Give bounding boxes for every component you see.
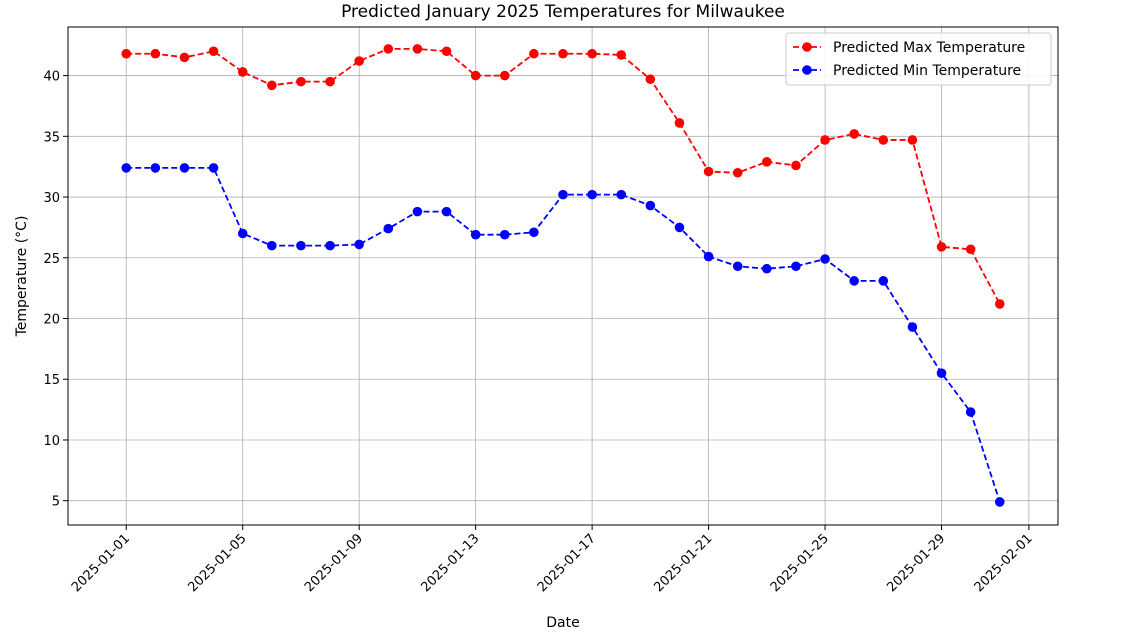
predicted-max-temperature-point (179, 52, 190, 63)
legend-label: Predicted Max Temperature (833, 40, 1025, 56)
x-tick-label: 2025-01-29 (884, 531, 948, 595)
predicted-max-temperature-point (529, 48, 539, 59)
predicted-max-temperature-point (674, 118, 685, 128)
predicted-max-temperature-point (267, 80, 277, 91)
x-axis: 2025-01-01 2025-01-05 2025-01-09 2025-01-13… (69, 525, 1036, 595)
predicted-max-temperature-point (994, 299, 1005, 309)
predicted-min-temperature-point (470, 229, 481, 240)
x-tick-label: 2025-01-13 (418, 531, 482, 595)
predicted-max-temperature-point (237, 67, 248, 77)
predicted-max-temperature-point (907, 135, 918, 145)
predicted-max-temperature-point (121, 48, 132, 59)
y-tick-label: 35 (43, 130, 60, 145)
predicted-min-temperature-point (354, 239, 364, 250)
predicted-max-temperature-point (354, 56, 364, 66)
predicted-min-temperature-point (529, 227, 539, 238)
predicted-max-temperature-point (703, 166, 714, 177)
predicted-min-temperature-point (121, 163, 132, 173)
predicted-max-temperature-point (936, 242, 947, 252)
predicted-min-temperature-point (412, 206, 423, 217)
x-axis-label: Date (546, 615, 579, 631)
y-axis-label: Temperature (°C) (14, 216, 30, 338)
legend: Predicted Max Temperature Predicted Min T… (785, 32, 1052, 86)
y-tick-label: 5 (52, 495, 60, 510)
x-tick-label: 2025-01-21 (651, 531, 715, 595)
x-tick-label: 2025-01-05 (185, 531, 249, 595)
predicted-min-temperature-point (587, 189, 597, 200)
predicted-max-temperature-line (126, 47, 1001, 305)
predicted-max-temperature-point (732, 167, 743, 178)
predicted-min-temperature-point (994, 497, 1005, 507)
predicted-min-temperature-point (849, 276, 859, 286)
x-tick-label: 2025-02-01 (972, 531, 1036, 595)
series-layer (121, 44, 1005, 507)
predicted-min-temperature-point (208, 163, 219, 173)
predicted-min-temperature-legend-marker (802, 65, 812, 75)
predicted-min-temperature-point (965, 407, 976, 417)
predicted-min-temperature-point (558, 189, 568, 200)
legend-box (785, 32, 1052, 86)
predicted-max-temperature-point (762, 157, 772, 167)
chart-title: Predicted January 2025 Temperatures for … (341, 2, 785, 22)
predicted-min-temperature-point (499, 229, 510, 240)
x-tick-label: 2025-01-09 (302, 531, 366, 595)
predicted-max-temperature-point (499, 70, 510, 81)
predicted-min-temperature-point (616, 189, 627, 200)
predicted-max-temperature-point (470, 70, 481, 81)
predicted-min-temperature-point (645, 200, 656, 211)
predicted-max-temperature-point (965, 244, 976, 255)
predicted-max-temperature-point (325, 76, 335, 87)
predicted-min-temperature-point (820, 254, 830, 264)
y-tick-label: 40 (43, 70, 60, 85)
predicted-min-temperature-point (907, 322, 918, 332)
predicted-min-temperature-point (674, 222, 685, 233)
predicted-min-temperature-line (126, 166, 1001, 503)
y-axis: 5 10 15 20 25 30 35 40 (43, 70, 68, 510)
y-tick-label: 25 (43, 252, 60, 267)
plot-frame (67, 26, 1059, 526)
predicted-min-temperature-point (762, 263, 772, 274)
legend-label: Predicted Min Temperature (833, 63, 1021, 79)
predicted-min-temperature-point (179, 163, 190, 173)
x-tick-label: 2025-01-25 (768, 531, 832, 595)
predicted-min-temperature-point (732, 261, 743, 272)
x-tick-label: 2025-01-17 (535, 531, 599, 595)
predicted-max-temperature-point (558, 48, 568, 59)
predicted-min-temperature-point (150, 163, 161, 173)
predicted-min-temperature-point (936, 368, 947, 378)
predicted-min-temperature-point (237, 228, 248, 239)
predicted-min-temperature-point (267, 240, 277, 251)
y-tick-label: 10 (43, 434, 60, 449)
predicted-max-temperature-legend-marker (802, 42, 812, 52)
predicted-max-temperature-point (791, 160, 801, 171)
predicted-min-temperature-point (703, 251, 714, 262)
predicted-min-temperature-point (296, 240, 306, 251)
predicted-max-temperature-point (296, 76, 306, 87)
y-tick-label: 15 (43, 373, 60, 388)
predicted-min-temperature-point (383, 223, 394, 234)
predicted-max-temperature-point (645, 74, 656, 85)
x-tick-label: 2025-01-01 (69, 531, 133, 595)
predicted-max-temperature-point (208, 46, 219, 57)
predicted-max-temperature-point (820, 135, 830, 145)
predicted-min-temperature-point (441, 206, 452, 217)
predicted-max-temperature-point (441, 46, 452, 57)
y-tick-label: 20 (43, 313, 60, 328)
grid-layer (68, 27, 1058, 525)
predicted-max-temperature-point (412, 44, 423, 54)
y-tick-label: 30 (43, 191, 60, 206)
predicted-max-temperature-point (616, 50, 627, 60)
predicted-max-temperature-point (587, 48, 597, 59)
predicted-max-temperature-point (849, 129, 859, 139)
predicted-max-temperature-point (878, 135, 889, 145)
predicted-min-temperature-point (878, 276, 889, 286)
predicted-min-temperature-point (791, 261, 801, 272)
predicted-min-temperature-point (325, 240, 335, 251)
predicted-max-temperature-point (383, 44, 394, 54)
predicted-max-temperature-point (150, 48, 161, 59)
